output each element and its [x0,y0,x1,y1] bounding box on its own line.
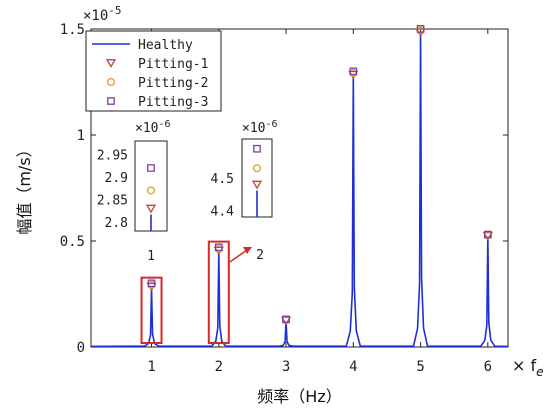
legend-marker-pitting-3 [107,97,115,105]
inset-exponent-label: ×10-6 [135,119,171,136]
x-axis-label: 频率（Hz） [257,387,341,406]
inset-exponent-label: ×10-6 [242,119,278,136]
plot-frame [90,28,509,348]
y-tick-label: 1.5 [60,22,85,38]
inset-marker-pitting-3 [147,164,155,172]
marker-pitting-3 [214,243,223,252]
inset-marker-pitting-1 [145,204,157,214]
inset-marker-pitting-3 [253,144,261,153]
inset-tick-label: 2.8 [105,216,128,231]
highlight-box-1 [140,276,163,345]
y-exponent-label: ×10-5 [83,4,122,24]
inset-tick-label: 2.9 [105,171,128,186]
inset-tick-label: 2.85 [97,194,128,209]
inset-marker-pitting-1 [251,180,263,190]
x-tick-label: 5 [416,359,424,375]
marker-pitting-3 [349,67,358,76]
y-tick-label: 1 [77,128,85,144]
marker-pitting-1 [280,316,292,326]
legend-label-pitting-1: Pitting-1 [138,57,208,72]
legend-marker-pitting-1 [105,59,117,68]
x-tick-label: 3 [282,359,290,375]
marker-pitting-3 [483,230,492,239]
y-tick-label: 0 [77,340,85,356]
legend-label-pitting-2: Pitting-2 [138,76,208,91]
zoom-arrow-head [243,247,252,254]
legend-label-healthy: Healthy [138,38,193,53]
inset-tick-label: 4.5 [211,172,234,187]
x-tick-label: 1 [147,359,155,375]
inset-tick-label: 2.95 [97,149,128,164]
inset-tick-label: 4.4 [211,205,235,220]
inset-marker-pitting-2 [252,164,262,173]
x-tick-label: 4 [349,359,357,375]
legend-label-pitting-3: Pitting-3 [138,95,208,110]
legend-marker-pitting-2 [106,77,116,87]
x-tick-label: 6 [484,359,492,375]
inset-label-2: 2 [256,248,264,263]
highlight-box-2 [207,240,230,345]
x-unit-label: × fe [512,356,544,379]
series-healthy-line [90,33,509,348]
y-tick-label: 0.5 [60,234,85,250]
marker-pitting-3 [147,279,156,288]
y-axis-label: 幅值（m/s） [15,141,34,234]
marker-pitting-3 [282,315,290,324]
inset-marker-pitting-2 [146,186,156,195]
marker-pitting-1 [482,231,493,241]
inset-label-1: 1 [147,249,155,264]
x-tick-label: 2 [215,359,223,375]
marker-pitting-3 [416,25,425,33]
